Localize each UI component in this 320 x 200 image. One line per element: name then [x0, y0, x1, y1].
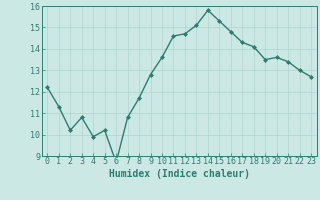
X-axis label: Humidex (Indice chaleur): Humidex (Indice chaleur) [109, 169, 250, 179]
